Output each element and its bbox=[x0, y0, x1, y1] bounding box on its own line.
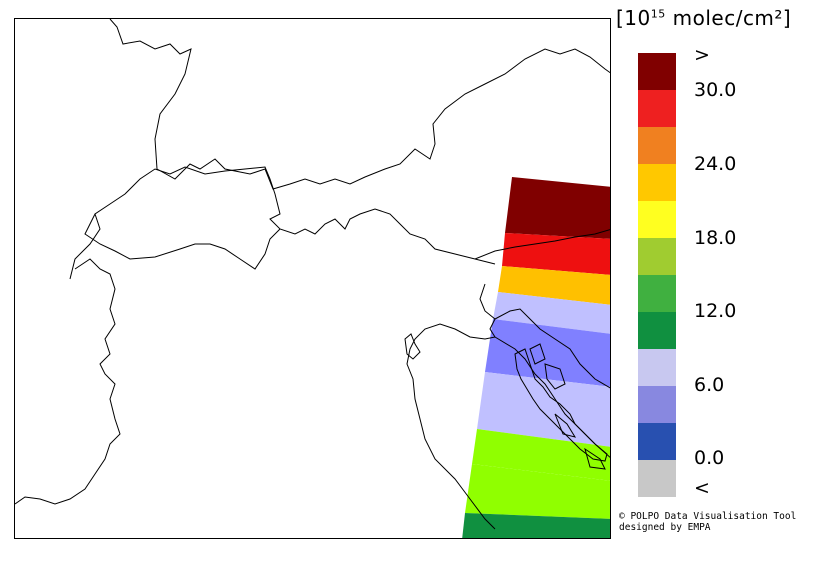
swath-band-5 bbox=[477, 372, 610, 447]
legend-swatch-11 bbox=[638, 460, 676, 497]
swath-band-6 bbox=[472, 429, 610, 481]
swath-band-4 bbox=[485, 319, 610, 387]
credits-line-1: © POLPO Data Visualisation Tool bbox=[619, 511, 797, 522]
legend-tick-0: 0.0 bbox=[694, 447, 725, 469]
legend-tick-12: 12.0 bbox=[694, 300, 737, 322]
coastline-islands bbox=[529, 343, 606, 470]
legend-swatch-2 bbox=[638, 127, 676, 164]
country-border-north bbox=[109, 19, 610, 190]
region-border-east bbox=[494, 308, 610, 389]
legend-swatch-0 bbox=[638, 53, 676, 90]
legend-tick-6: 6.0 bbox=[694, 374, 725, 396]
swath-band-1 bbox=[502, 233, 610, 275]
legend-swatch-4 bbox=[638, 201, 676, 238]
legend-swatch-9 bbox=[638, 386, 676, 423]
country-border-italy-west bbox=[15, 258, 121, 505]
coastline-istria bbox=[404, 333, 608, 462]
legend-swatch-7 bbox=[638, 312, 676, 349]
legend-swatch-6 bbox=[638, 275, 676, 312]
legend-tick-18: 18.0 bbox=[694, 227, 737, 249]
country-border-swiss bbox=[69, 166, 496, 280]
swath-band-3 bbox=[493, 292, 610, 334]
legend-tick-24: 24.0 bbox=[694, 153, 737, 175]
map-canvas[interactable] bbox=[15, 19, 611, 539]
swath-band-8 bbox=[462, 513, 610, 538]
legend-swatch-8 bbox=[638, 349, 676, 386]
credits: © POLPO Data Visualisation Tool designed… bbox=[619, 511, 796, 533]
legend-unit-label: [1015 molec/cm²] bbox=[616, 6, 792, 30]
legend-over-label: > bbox=[694, 44, 710, 66]
map-panel[interactable] bbox=[14, 18, 611, 539]
region-border-adriatic bbox=[406, 283, 496, 530]
legend-swatch-1 bbox=[638, 90, 676, 127]
satellite-swath bbox=[462, 177, 610, 538]
legend-swatch-5 bbox=[638, 238, 676, 275]
legend-swatch-10 bbox=[638, 423, 676, 460]
region-border-swiss-south bbox=[84, 213, 281, 270]
legend-swatch-3 bbox=[638, 164, 676, 201]
region-border-slovenia bbox=[474, 229, 610, 260]
swath-band-7 bbox=[465, 464, 610, 519]
borders bbox=[15, 19, 610, 530]
credits-line-2: designed by EMPA bbox=[619, 522, 711, 533]
swath-band-2 bbox=[498, 266, 610, 305]
legend-under-label: < bbox=[694, 477, 710, 499]
color-scale-bar bbox=[638, 53, 676, 497]
swath-band-0 bbox=[505, 177, 610, 239]
legend-tick-30: 30.0 bbox=[694, 79, 737, 101]
